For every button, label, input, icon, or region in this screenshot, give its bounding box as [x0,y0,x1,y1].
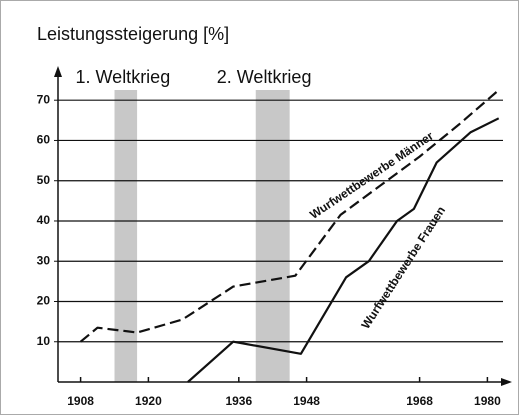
y-tick-label: 40 [37,213,51,227]
x-tick-label: 1920 [135,394,162,408]
series-line [79,89,500,343]
war-label: 1. Weltkrieg [76,67,171,87]
series-line [187,117,500,383]
x-tick-label: 1936 [225,394,252,408]
y-tick-label: 70 [37,92,51,106]
y-axis-arrow [54,66,62,77]
x-tick-label: 1980 [474,394,501,408]
y-tick-label: 60 [37,133,51,147]
x-axis-arrow [501,378,512,386]
chart-title: Leistungssteigerung [%] [37,24,229,44]
war-label: 2. Weltkrieg [217,67,312,87]
war-period [114,90,138,382]
y-tick-label: 30 [37,253,51,267]
x-tick-label: 1968 [406,394,433,408]
y-tick-label: 20 [37,294,51,308]
war-period [255,90,290,382]
y-tick-label: 10 [37,334,51,348]
x-tick-label: 1908 [67,394,94,408]
x-tick-label: 1948 [293,394,320,408]
y-tick-label: 50 [37,173,51,187]
